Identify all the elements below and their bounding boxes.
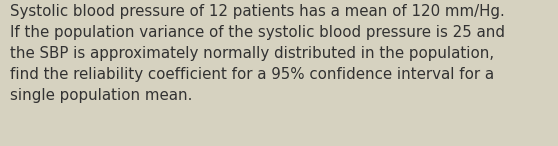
Text: Systolic blood pressure of 12 patients has a mean of 120 mm/Hg.
If the populatio: Systolic blood pressure of 12 patients h… — [10, 4, 505, 103]
